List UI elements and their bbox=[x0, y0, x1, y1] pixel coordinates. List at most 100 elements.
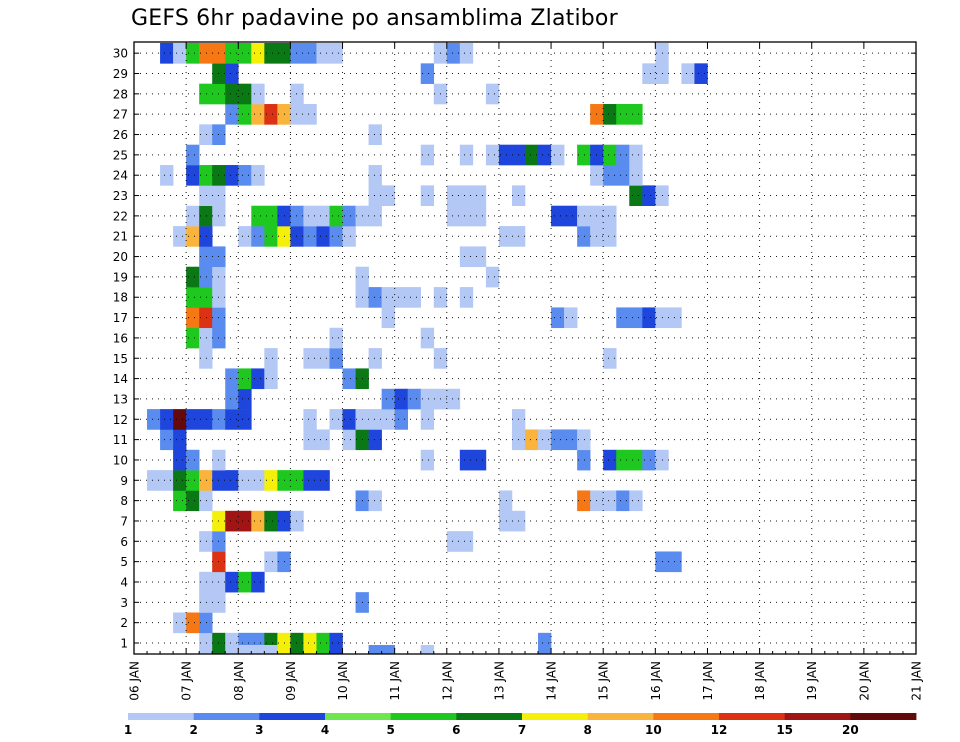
y-tick-label: 30 bbox=[113, 47, 128, 61]
heatmap-cell bbox=[498, 490, 513, 512]
heatmap-cell bbox=[290, 226, 304, 247]
heatmap-cell bbox=[459, 144, 474, 166]
heatmap-cell bbox=[603, 226, 617, 247]
heatmap-cell bbox=[420, 327, 435, 349]
x-tick-label: 19 JAN bbox=[805, 661, 819, 701]
x-tick-label: 17 JAN bbox=[701, 661, 715, 701]
heatmap-cell bbox=[316, 205, 330, 227]
heatmap-cell bbox=[381, 287, 422, 308]
colorbar-swatch bbox=[259, 713, 326, 720]
heatmap-cell bbox=[446, 185, 487, 207]
colorbar-swatch bbox=[784, 713, 851, 720]
heatmap-cell bbox=[655, 449, 669, 471]
heatmap-cell bbox=[459, 287, 474, 308]
heatmap-cell bbox=[381, 388, 395, 410]
heatmap-cell bbox=[251, 43, 265, 64]
y-tick-label: 28 bbox=[113, 87, 128, 101]
colorbar-swatch bbox=[653, 713, 720, 720]
y-tick-label: 3 bbox=[120, 596, 128, 610]
heatmap-cell bbox=[329, 205, 343, 227]
heatmap-cell bbox=[459, 449, 487, 471]
heatmap-cell bbox=[225, 409, 252, 430]
heatmap-cell bbox=[225, 43, 252, 64]
heatmap-cell bbox=[290, 83, 304, 105]
heatmap-cell bbox=[485, 266, 500, 288]
colorbar-label: 4 bbox=[321, 723, 329, 737]
heatmap-cell bbox=[629, 490, 643, 512]
x-tick-label: 08 JAN bbox=[232, 661, 246, 701]
heatmap-cell bbox=[329, 327, 343, 349]
x-tick-label: 11 JAN bbox=[388, 661, 402, 701]
heatmap-cell bbox=[538, 429, 552, 451]
heatmap-cell bbox=[551, 205, 578, 227]
heatmap-cell bbox=[199, 307, 213, 329]
heatmap-cell bbox=[394, 409, 408, 430]
heatmap-cell bbox=[290, 43, 317, 64]
heatmap-cell bbox=[303, 470, 330, 491]
heatmap-cell bbox=[225, 510, 252, 532]
heatmap-cell bbox=[264, 470, 278, 491]
colorbar: 1 2 3 4 5 6 7 8 10 12 15 20 bbox=[124, 713, 917, 737]
heatmap-cell bbox=[446, 531, 474, 552]
y-tick-label: 25 bbox=[113, 148, 128, 162]
heatmap-cell bbox=[616, 144, 630, 166]
y-tick-label: 21 bbox=[113, 230, 128, 244]
heatmap-cell bbox=[199, 348, 213, 369]
heatmap-cell bbox=[186, 409, 213, 430]
heatmap-cell bbox=[238, 368, 252, 390]
heatmap-cell bbox=[368, 287, 382, 308]
heatmap-cell bbox=[160, 165, 174, 186]
heatmap-cell bbox=[694, 63, 708, 84]
heatmap-cell bbox=[199, 266, 213, 288]
heatmap-cell bbox=[238, 388, 252, 410]
heatmap-cell bbox=[225, 63, 239, 84]
heatmap-cell bbox=[603, 104, 617, 125]
heatmap-cell bbox=[186, 490, 200, 512]
heatmap-cell bbox=[342, 226, 356, 247]
heatmap-cell bbox=[342, 205, 356, 227]
heatmap-cell bbox=[590, 490, 617, 512]
chart-title: GEFS 6hr padavine po ansamblima Zlatibor bbox=[131, 6, 618, 31]
heatmap-cell bbox=[407, 388, 422, 410]
heatmap-cell bbox=[616, 104, 643, 125]
heatmap-cell bbox=[485, 144, 500, 166]
heatmap-cell bbox=[525, 429, 539, 451]
heatmap-cell bbox=[186, 205, 200, 227]
heatmap-cell bbox=[459, 43, 474, 64]
heatmap-cell bbox=[225, 632, 239, 654]
heatmap-cell bbox=[199, 490, 213, 512]
heatmap-cell bbox=[342, 429, 356, 451]
heatmap-cell bbox=[616, 307, 643, 329]
heatmap-cell bbox=[629, 165, 643, 186]
heatmap-cell bbox=[290, 510, 304, 532]
heatmap-cell bbox=[420, 144, 435, 166]
heatmap-cell bbox=[603, 449, 617, 471]
heatmap-cell bbox=[551, 429, 578, 451]
heatmap-cell bbox=[616, 449, 643, 471]
heatmap-cell bbox=[199, 124, 213, 145]
x-tick-label: 20 JAN bbox=[857, 661, 871, 701]
heatmap-cell bbox=[564, 307, 578, 329]
heatmap-cell bbox=[160, 409, 174, 430]
heatmap-cell bbox=[199, 612, 213, 634]
heatmap-cell bbox=[394, 388, 408, 410]
heatmap-cell bbox=[342, 368, 356, 390]
colorbar-label: 3 bbox=[255, 723, 263, 737]
heatmap-cell bbox=[290, 104, 317, 125]
y-tick-label: 9 bbox=[120, 474, 128, 488]
colorbar-label: 6 bbox=[452, 723, 460, 737]
colorbar-swatch bbox=[128, 713, 195, 720]
x-tick-label: 09 JAN bbox=[284, 661, 298, 701]
heatmap-cell bbox=[681, 63, 695, 84]
heatmap-cell bbox=[577, 226, 591, 247]
heatmap-cell bbox=[316, 43, 343, 64]
y-tick-label: 17 bbox=[113, 311, 128, 325]
heatmap-cell bbox=[368, 348, 382, 369]
heatmap-cell bbox=[238, 470, 265, 491]
heatmap-cell bbox=[238, 645, 278, 655]
heatmap-cell bbox=[264, 226, 278, 247]
heatmap-cell bbox=[199, 531, 213, 552]
y-tick-label: 7 bbox=[120, 514, 128, 528]
heatmap-cell bbox=[642, 63, 669, 84]
y-tick-label: 14 bbox=[113, 372, 128, 386]
